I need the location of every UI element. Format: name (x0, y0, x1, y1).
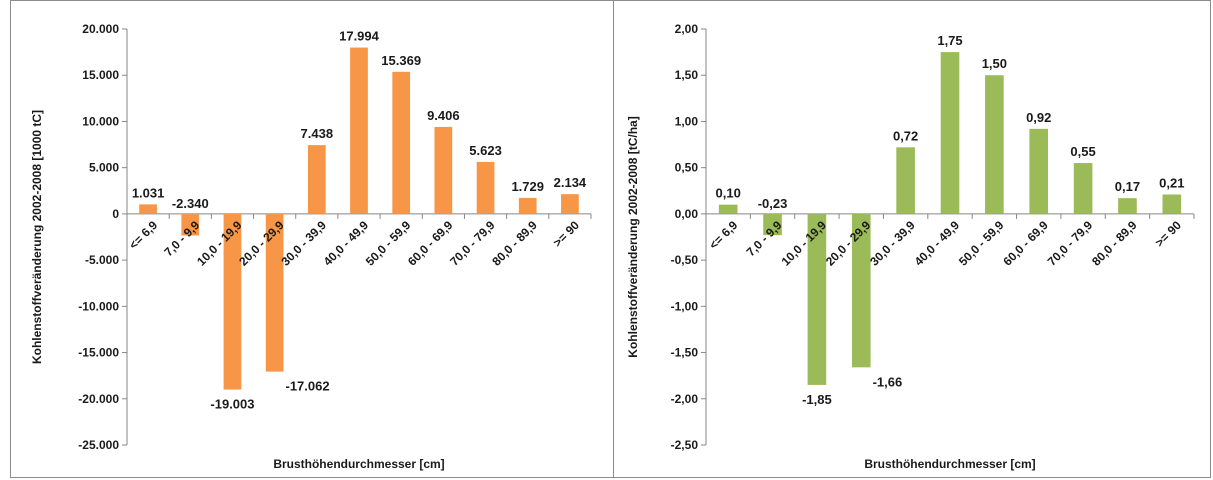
chart-panel-left: -25.000 -20.000 -15.000 -10.000 -5.000 0 5.000… (10, 0, 614, 478)
y-tick-label: -2,00 (671, 392, 699, 406)
data-label: 0,10 (716, 186, 741, 201)
data-label: 1.729 (511, 179, 544, 194)
bar (896, 147, 915, 214)
data-label: 9.406 (427, 108, 460, 123)
bar (561, 194, 579, 214)
data-label: 1.031 (132, 185, 165, 200)
x-tick-label: >= 90 (1152, 218, 1184, 250)
x-tick-label: 30,0 - 39,9 (867, 218, 918, 269)
x-tick-label: >= 90 (550, 218, 582, 250)
y-tick-label: 20.000 (82, 22, 119, 36)
x-tick-label: 50,0 - 59,9 (956, 218, 1007, 269)
y-tick-label: -2,50 (671, 438, 699, 452)
data-label: -0,23 (758, 196, 788, 211)
y-tick-label: -15.000 (78, 346, 119, 360)
bar (518, 197, 537, 214)
bar (1162, 194, 1182, 214)
bar (940, 52, 960, 214)
y-tick-label: 10.000 (82, 114, 119, 128)
bar (476, 161, 495, 214)
y-tick-label: -10.000 (78, 299, 119, 313)
x-tick-label: 80,0 - 89,9 (489, 218, 540, 269)
data-label: 17.994 (339, 29, 380, 44)
bar (265, 213, 284, 372)
data-label: 2.134 (554, 175, 587, 190)
x-tick-label: 70,0 - 79,9 (1045, 218, 1096, 269)
data-label: 0,72 (893, 128, 918, 143)
y-tick-label: -1,50 (671, 346, 699, 360)
y-tick-label: 0,50 (675, 161, 699, 175)
data-label: 15.369 (381, 53, 421, 68)
bar (1118, 198, 1137, 214)
y-tick-label: -1,00 (671, 299, 699, 313)
bar (223, 213, 242, 390)
y-axis-title: Kohlenstoffveränderung 2002-2008 [tC/ha] (626, 116, 640, 357)
y-tick-label: 5.000 (89, 161, 119, 175)
bar (1029, 128, 1049, 214)
bar (139, 204, 157, 214)
bar (851, 213, 871, 368)
y-tick-label: 1,00 (675, 114, 699, 128)
bar (985, 75, 1004, 214)
bar (350, 47, 368, 214)
y-tick-label: -5.000 (85, 253, 119, 267)
data-label: 5.623 (469, 143, 502, 158)
y-tick-label: -0,50 (671, 253, 699, 267)
data-label: -19.003 (210, 397, 254, 412)
data-label: 1,50 (982, 56, 1007, 71)
chart-right-svg: -2,50 -2,00 -1,50 -1,00 -0,50 0,00 0,50 1,00 1,5… (626, 22, 1195, 471)
y-axis-title: Kohlenstoffveränderung 2002-2008 [1000 t… (30, 110, 44, 364)
y-tick-label: -25.000 (78, 438, 119, 452)
data-label: 0,55 (1070, 144, 1095, 159)
data-label: 0,92 (1026, 110, 1051, 125)
y-tick-label: -20.000 (78, 392, 119, 406)
chart-panel-right: -2,50 -2,00 -1,50 -1,00 -0,50 0,00 0,50 1,00 1,5… (613, 0, 1211, 478)
bar (718, 204, 738, 214)
y-tick-label: 1,50 (675, 68, 699, 82)
y-tick-label: 2,00 (675, 22, 699, 36)
bar (763, 213, 782, 236)
bar (392, 71, 411, 214)
chart-left-svg: -25.000 -20.000 -15.000 -10.000 -5.000 0 5.000… (30, 22, 592, 471)
x-axis-title: Brusthöhendurchmesser [cm] (273, 457, 444, 471)
data-label: 0,17 (1115, 179, 1140, 194)
bar (434, 126, 453, 214)
data-label: 1,75 (937, 33, 962, 48)
y-tick-label: 0,00 (675, 207, 699, 221)
bar (807, 213, 827, 385)
data-label: 7.438 (301, 126, 334, 141)
y-tick-label: 15.000 (82, 68, 119, 82)
x-tick-label: <= 6,9 (126, 218, 160, 252)
data-label: 0,21 (1159, 175, 1184, 190)
data-label: -17.062 (285, 379, 329, 394)
data-label: -1,85 (802, 392, 832, 407)
data-label: -2.340 (172, 196, 209, 211)
data-label: -1,66 (873, 374, 903, 389)
bar (1073, 163, 1093, 214)
bar (307, 145, 326, 214)
y-tick-label: 0 (112, 207, 119, 221)
x-axis-title: Brusthöhendurchmesser [cm] (864, 457, 1035, 471)
x-tick-label: 80,0 - 89,9 (1089, 218, 1140, 269)
bar (181, 213, 200, 236)
x-tick-label: 60,0 - 69,9 (1000, 218, 1051, 269)
x-tick-label: 40,0 - 49,9 (912, 218, 963, 269)
x-tick-label: <= 6,9 (706, 218, 740, 252)
